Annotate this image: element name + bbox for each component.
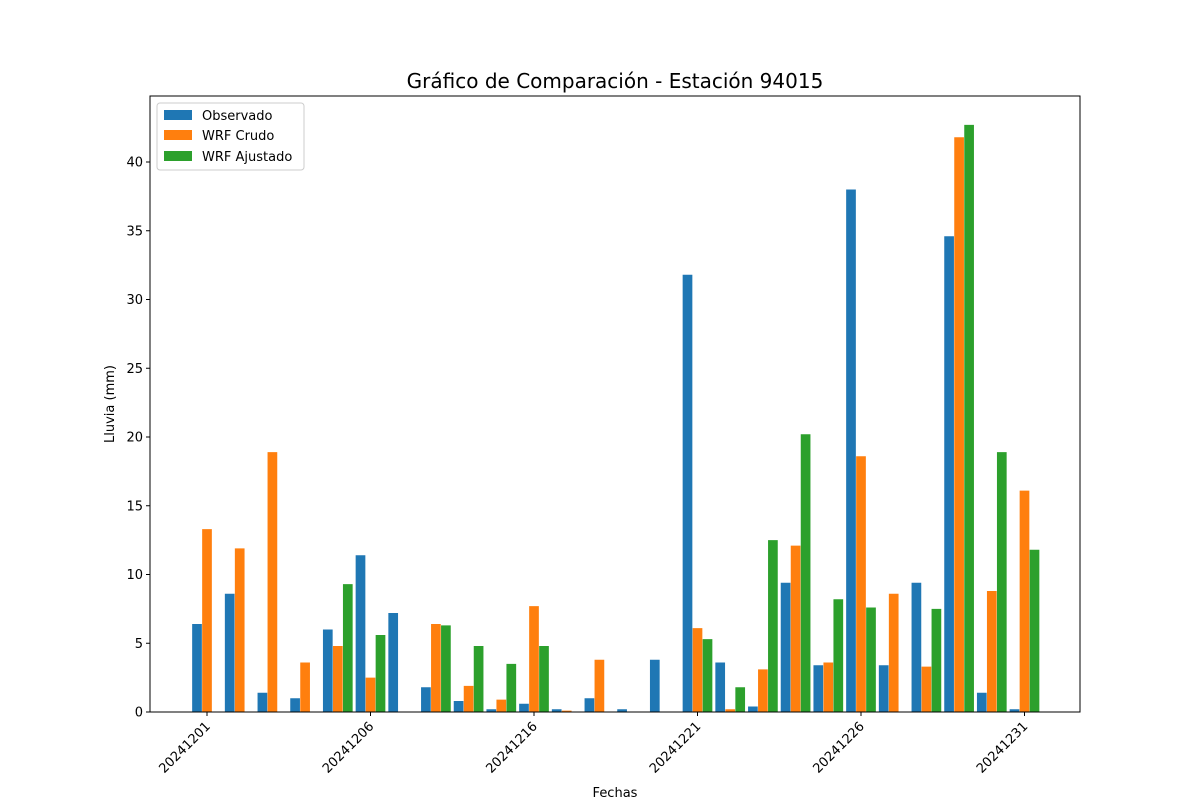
bar-wrf-crudo-7	[431, 624, 441, 712]
legend-swatch-wrf-ajustado	[164, 151, 192, 161]
bar-wrf-crudo-9	[496, 699, 507, 713]
bar-wrf-crudo-2	[267, 452, 278, 713]
bar-observado-11	[551, 709, 562, 712]
bar-wrf-ajustado-18	[800, 434, 811, 712]
bar-wrf-ajustado-15	[702, 639, 713, 713]
bar-wrf-crudo-24	[986, 591, 997, 712]
bar-observado-4	[322, 629, 333, 712]
x-tick-label-20241221: 20241221	[647, 719, 704, 776]
bar-observado-1	[224, 593, 235, 712]
bar-wrf-crudo-15	[692, 628, 703, 713]
x-tick-label-20241206: 20241206	[320, 719, 377, 776]
bar-wrf-ajustado-8	[473, 646, 484, 712]
x-axis-label: Fechas	[593, 786, 638, 800]
bar-observado-19	[813, 665, 824, 712]
bar-observado-7	[421, 687, 431, 712]
x-tick-label-20241226: 20241226	[810, 719, 867, 776]
legend: Observado WRF Crudo WRF Ajustado	[156, 102, 305, 171]
bar-observado-15	[682, 274, 693, 712]
bars-layer	[192, 124, 1040, 713]
y-axis: 0 5 10 15 20 25 30 35 40	[126, 156, 150, 721]
bar-wrf-crudo-10	[529, 606, 539, 713]
bar-wrf-ajustado-22	[931, 608, 942, 713]
y-tick-label-30: 30	[126, 293, 143, 308]
bar-observado-21	[878, 665, 889, 712]
bar-wrf-crudo-18	[790, 545, 801, 713]
bar-wrf-ajustado-25	[1029, 549, 1040, 712]
y-tick-label-15: 15	[126, 499, 143, 514]
bar-wrf-crudo-17	[758, 669, 768, 713]
bar-wrf-crudo-11	[561, 710, 572, 713]
y-tick-label-35: 35	[126, 224, 143, 239]
x-axis: 20241201 20241206 20241216 20241221 20241226…	[156, 712, 1031, 777]
bar-observado-18	[780, 582, 791, 712]
bar-observado-0	[192, 624, 202, 712]
bar-wrf-ajustado-5	[375, 635, 386, 712]
bar-wrf-ajustado-24	[996, 452, 1007, 713]
legend-label-wrf-ajustado: WRF Ajustado	[202, 150, 292, 165]
bar-observado-17	[748, 706, 758, 712]
x-tick-label-20241216: 20241216	[483, 719, 540, 776]
bar-observado-25	[1009, 709, 1020, 712]
bar-wrf-crudo-20	[856, 456, 866, 712]
bar-wrf-ajustado-20	[866, 607, 876, 712]
plot-frame	[149, 95, 1081, 713]
y-tick-label-40: 40	[126, 156, 143, 171]
legend-frame	[156, 102, 305, 171]
bar-observado-2	[257, 692, 268, 712]
y-tick-label-20: 20	[126, 431, 143, 446]
bar-wrf-crudo-19	[823, 662, 834, 712]
bar-wrf-crudo-5	[365, 677, 376, 713]
bar-observado-20	[846, 189, 856, 712]
bar-wrf-ajustado-9	[506, 663, 517, 713]
bar-wrf-crudo-16	[725, 709, 736, 712]
bar-wrf-crudo-12	[594, 659, 605, 712]
bar-wrf-crudo-22	[921, 666, 932, 713]
legend-label-wrf-crudo: WRF Crudo	[202, 129, 274, 144]
bar-observado-5	[355, 555, 366, 712]
x-tick-label-20241201: 20241201	[156, 719, 213, 776]
bar-observado-8	[453, 701, 464, 712]
legend-swatch-observado	[164, 110, 192, 120]
bar-wrf-crudo-21	[888, 593, 899, 712]
bar-wrf-crudo-4	[332, 646, 343, 712]
bar-observado-9	[486, 709, 497, 712]
legend-swatch-wrf-crudo	[164, 130, 192, 140]
bar-observado-10	[519, 703, 529, 712]
bar-wrf-crudo-1	[234, 548, 245, 713]
bar-wrf-crudo-25	[1019, 490, 1030, 713]
bar-wrf-crudo-3	[300, 662, 310, 712]
bar-observado-12	[584, 698, 595, 712]
y-tick-label-5: 5	[135, 637, 143, 652]
chart-title: Gráfico de Comparación - Estación 94015	[407, 69, 824, 93]
legend-label-observado: Observado	[202, 109, 273, 124]
bar-observado-24	[976, 692, 987, 712]
bar-observado-22	[911, 582, 922, 712]
bar-wrf-crudo-23	[954, 137, 964, 712]
bar-observado-13	[617, 709, 627, 712]
bar-observado-16	[715, 662, 726, 712]
bar-observado-3	[290, 698, 300, 712]
bar-wrf-ajustado-4	[342, 584, 353, 713]
y-axis-label: Lluvia (mm)	[103, 365, 118, 443]
bar-observado-6	[388, 613, 399, 712]
bar-observado-14	[649, 659, 660, 712]
x-tick-label-20241231: 20241231	[974, 719, 1031, 776]
bar-wrf-ajustado-19	[833, 599, 844, 712]
bar-wrf-ajustado-23	[964, 124, 974, 713]
bar-wrf-ajustado-16	[735, 687, 746, 712]
y-tick-label-0: 0	[135, 706, 143, 721]
bar-wrf-crudo-0	[202, 529, 212, 713]
y-tick-label-25: 25	[126, 362, 143, 377]
bar-wrf-ajustado-10	[539, 646, 549, 712]
bar-wrf-ajustado-17	[768, 540, 778, 713]
bar-wrf-ajustado-7	[441, 625, 451, 713]
bar-observado-23	[944, 236, 954, 712]
bar-wrf-crudo-8	[463, 685, 474, 713]
y-tick-label-10: 10	[126, 568, 143, 583]
